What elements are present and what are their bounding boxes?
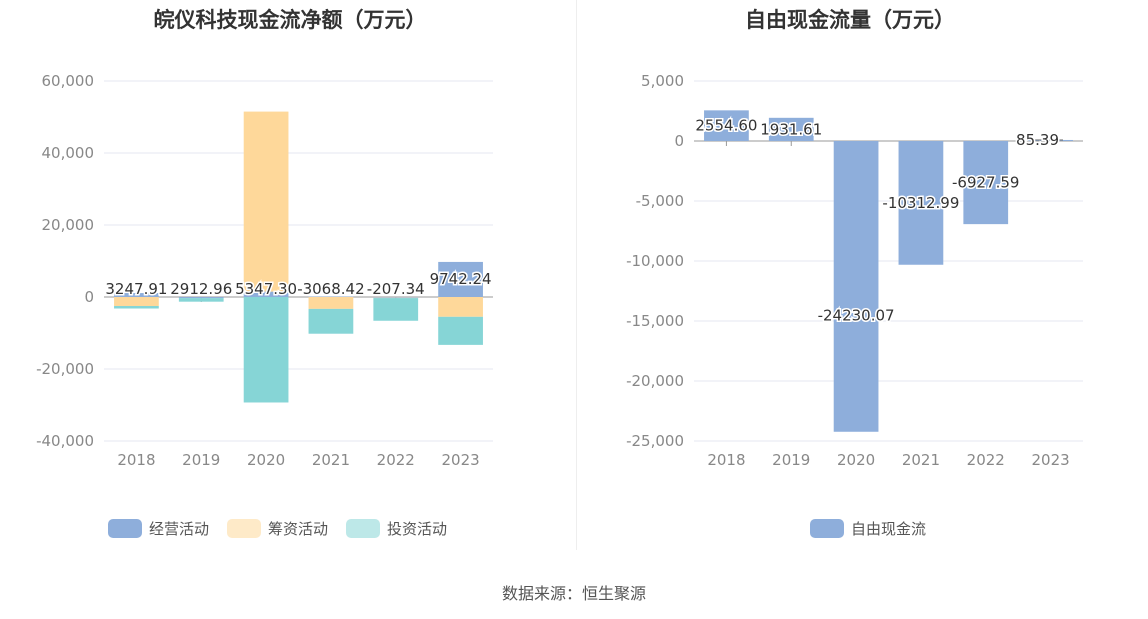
source-label: 数据来源：恒生聚源 <box>501 584 646 603</box>
bar <box>243 291 289 297</box>
bar <box>178 298 224 302</box>
x-tick-label: 2018 <box>117 451 155 469</box>
data-label: 85.39 <box>1016 131 1059 149</box>
legend-label: 投资活动 <box>387 520 447 538</box>
bar <box>438 316 483 345</box>
bar <box>438 297 483 317</box>
bar <box>898 141 944 265</box>
legend-swatch <box>346 519 380 538</box>
bar <box>373 297 419 298</box>
bar <box>373 297 419 299</box>
y-tick-label: -25,000 <box>626 432 684 450</box>
bar <box>963 141 1009 225</box>
data-label: 3247.91 <box>105 280 167 298</box>
x-tick-label: 2021 <box>902 451 940 469</box>
chart-title-cash-flow: 皖仪科技现金流净额（万元） <box>153 8 427 32</box>
bar <box>178 297 224 299</box>
y-tick-label: -10,000 <box>626 252 684 270</box>
data-label: -3068.42 <box>297 280 364 298</box>
bar <box>308 296 354 298</box>
bar <box>308 308 354 334</box>
chart-title-free-cash-flow: 自由现金流量（万元） <box>745 8 955 32</box>
bar <box>114 306 159 309</box>
legend-swatch <box>108 519 142 538</box>
bar <box>704 110 749 141</box>
bar <box>438 261 483 297</box>
x-tick-label: 2020 <box>247 451 285 469</box>
x-tick-label: 2022 <box>967 451 1005 469</box>
data-label: -207.34 <box>367 280 425 298</box>
legend-label: 筹资活动 <box>268 520 328 538</box>
bar <box>768 117 814 141</box>
bar <box>833 141 879 432</box>
data-label: -10312.99 <box>882 194 959 212</box>
data-label: 5347.30 <box>235 280 297 298</box>
data-label: 2912.96 <box>170 280 232 298</box>
chart-divider <box>576 0 577 550</box>
x-tick-label: 2021 <box>312 451 350 469</box>
y-tick-label: 60,000 <box>42 72 95 90</box>
x-tick-label: 2018 <box>707 451 745 469</box>
bar <box>243 111 289 292</box>
y-tick-label: -15,000 <box>626 312 684 330</box>
bar <box>243 297 289 403</box>
bar <box>114 293 159 297</box>
y-tick-label: -20,000 <box>626 372 684 390</box>
y-tick-label: 0 <box>674 132 684 150</box>
legend-swatch <box>227 519 261 538</box>
legend-swatch <box>810 519 844 538</box>
x-tick-label: 2023 <box>441 451 479 469</box>
data-label: 9742.24 <box>430 270 492 288</box>
data-label: 2554.60 <box>695 117 757 135</box>
bar <box>373 298 419 321</box>
bar <box>308 297 354 309</box>
y-tick-label: -40,000 <box>36 432 94 450</box>
x-tick-label: 2019 <box>772 451 810 469</box>
data-label: -24230.07 <box>818 306 895 324</box>
legend-label: 经营活动 <box>149 520 209 538</box>
x-tick-label: 2020 <box>837 451 875 469</box>
data-label: 1931.61 <box>760 120 822 138</box>
legend-label: 自由现金流 <box>851 520 926 538</box>
bar <box>114 297 159 306</box>
x-tick-label: 2023 <box>1031 451 1069 469</box>
bar <box>1028 139 1073 141</box>
data-label: -6927.59 <box>952 174 1019 192</box>
y-tick-label: -5,000 <box>636 192 684 210</box>
y-tick-label: -20,000 <box>36 360 94 378</box>
y-tick-label: 40,000 <box>42 144 95 162</box>
y-tick-label: 0 <box>84 288 94 306</box>
x-tick-label: 2022 <box>377 451 415 469</box>
x-tick-label: 2019 <box>182 451 220 469</box>
y-tick-label: 5,000 <box>641 72 684 90</box>
y-tick-label: 20,000 <box>42 216 95 234</box>
